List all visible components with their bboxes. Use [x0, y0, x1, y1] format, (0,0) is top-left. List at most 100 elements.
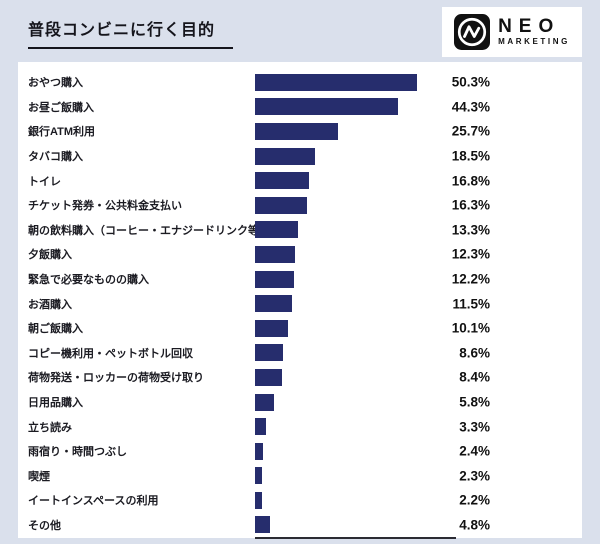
category-label: 朝の飲料購入（コーヒー・エナジードリンク等）: [28, 224, 255, 237]
value-label: 18.5%: [451, 148, 490, 164]
bar-track: 8.6%: [255, 341, 582, 366]
category-label: トイレ: [28, 175, 61, 188]
category-label: タバコ購入: [28, 151, 83, 164]
logo-text: NEO MARKETING: [498, 17, 570, 47]
bar-row: チケット発券・公共料金支払い 16.3%: [18, 193, 582, 218]
value-label: 4.8%: [459, 517, 490, 533]
bar: [255, 122, 338, 140]
bar-row: 立ち読み 3.3%: [18, 414, 582, 439]
bar: [255, 73, 417, 91]
bar-track: 8.4%: [255, 365, 582, 390]
value-label: 8.6%: [459, 345, 490, 361]
value-label: 3.3%: [459, 419, 490, 435]
category-label: イートインスペースの利用: [28, 495, 159, 508]
bar-row: 朝の飲料購入（コーヒー・エナジードリンク等） 13.3%: [18, 218, 582, 243]
bar-row: お昼ご飯購入 44.3%: [18, 95, 582, 120]
page-title: 普段コンビニに行く目的: [28, 16, 233, 49]
bar: [255, 172, 309, 190]
category-label: 雨宿り・時間つぶし: [28, 446, 127, 459]
category-label: チケット発券・公共料金支払い: [28, 200, 182, 213]
bar-track: 25.7%: [255, 119, 582, 144]
bar: [255, 221, 298, 239]
category-label: おやつ購入: [28, 77, 83, 90]
category-label: お酒購入: [28, 298, 72, 311]
bar-row: 夕飯購入 12.3%: [18, 242, 582, 267]
bar-row: 緊急で必要なものの購入 12.2%: [18, 267, 582, 292]
bar: [255, 368, 282, 386]
value-label: 50.3%: [451, 74, 490, 90]
bar: [255, 516, 271, 534]
bar: [255, 491, 263, 509]
bar-row: 雨宿り・時間つぶし 2.4%: [18, 439, 582, 464]
bar-track: 16.8%: [255, 168, 582, 193]
bar-track: 11.5%: [255, 291, 582, 316]
pulse-icon: [454, 14, 491, 50]
bar-track: 2.3%: [255, 464, 582, 489]
category-label: 荷物発送・ロッカーの荷物受け取り: [28, 372, 204, 385]
bar-track: 2.2%: [255, 488, 582, 513]
value-label: 10.1%: [451, 320, 490, 336]
bar: [255, 245, 295, 263]
value-label: 11.5%: [452, 296, 490, 312]
header: 普段コンビニに行く目的 NEO MARKETING: [0, 0, 600, 62]
bar-track: 16.3%: [255, 193, 582, 218]
category-label: 朝ご飯購入: [28, 323, 83, 336]
bar-track: 12.3%: [255, 242, 582, 267]
value-label: 2.3%: [459, 468, 490, 484]
category-label: 緊急で必要なものの購入: [28, 274, 149, 287]
bar-row: おやつ購入 50.3%: [18, 70, 582, 95]
bar-row: 銀行ATM利用 25.7%: [18, 119, 582, 144]
x-axis-line: [255, 537, 456, 540]
bar-track: 13.3%: [255, 218, 582, 243]
logo-subtitle: MARKETING: [498, 37, 570, 46]
value-label: 5.8%: [459, 394, 490, 410]
bar-row: その他 4.8%: [18, 513, 582, 538]
bar: [255, 295, 292, 313]
bar-row: トイレ 16.8%: [18, 168, 582, 193]
bar-row: 朝ご飯購入 10.1%: [18, 316, 582, 341]
bar: [255, 98, 398, 116]
value-label: 25.7%: [451, 123, 490, 139]
bar-row: 日用品購入 5.8%: [18, 390, 582, 415]
neo-marketing-logo: NEO MARKETING: [442, 7, 582, 57]
category-label: その他: [28, 519, 61, 532]
bar-track: 12.2%: [255, 267, 582, 292]
value-label: 13.3%: [451, 222, 490, 238]
value-label: 8.4%: [459, 369, 490, 385]
value-label: 2.4%: [459, 443, 490, 459]
bar-track: 18.5%: [255, 144, 582, 169]
bar: [255, 196, 308, 214]
bar: [255, 147, 315, 165]
value-label: 2.2%: [459, 492, 490, 508]
bar-track: 10.1%: [255, 316, 582, 341]
bar: [255, 418, 266, 436]
bar-row: お酒購入 11.5%: [18, 291, 582, 316]
bar-track: 44.3%: [255, 95, 582, 120]
value-label: 12.3%: [451, 246, 490, 262]
bar: [255, 270, 295, 288]
bar-row: 荷物発送・ロッカーの荷物受け取り 8.4%: [18, 365, 582, 390]
category-label: 銀行ATM利用: [28, 126, 96, 139]
bar-track: 3.3%: [255, 414, 582, 439]
bar-row: イートインスペースの利用 2.2%: [18, 488, 582, 513]
bar-track: 5.8%: [255, 390, 582, 415]
bar-row: コピー機利用・ペットボトル回収 8.6%: [18, 341, 582, 366]
value-label: 16.3%: [451, 197, 490, 213]
value-label: 16.8%: [451, 173, 490, 189]
bar: [255, 344, 283, 362]
bar-track: 50.3%: [255, 70, 582, 95]
category-label: 夕飯購入: [28, 249, 72, 262]
bar: [255, 467, 263, 485]
bar: [255, 319, 288, 337]
value-label: 12.2%: [451, 271, 490, 287]
category-label: 日用品購入: [28, 397, 83, 410]
bar-chart: おやつ購入 50.3% お昼ご飯購入 44.3% 銀行ATM利用 25.7% タバコ購入 18…: [18, 62, 582, 540]
bar-row: タバコ購入 18.5%: [18, 144, 582, 169]
bar-row: 喫煙 2.3%: [18, 464, 582, 489]
category-label: お昼ご飯購入: [28, 101, 94, 114]
category-label: コピー機利用・ペットボトル回収: [28, 347, 193, 360]
bar: [255, 393, 274, 411]
bar-track: 4.8%: [255, 513, 582, 538]
bar: [255, 442, 263, 460]
